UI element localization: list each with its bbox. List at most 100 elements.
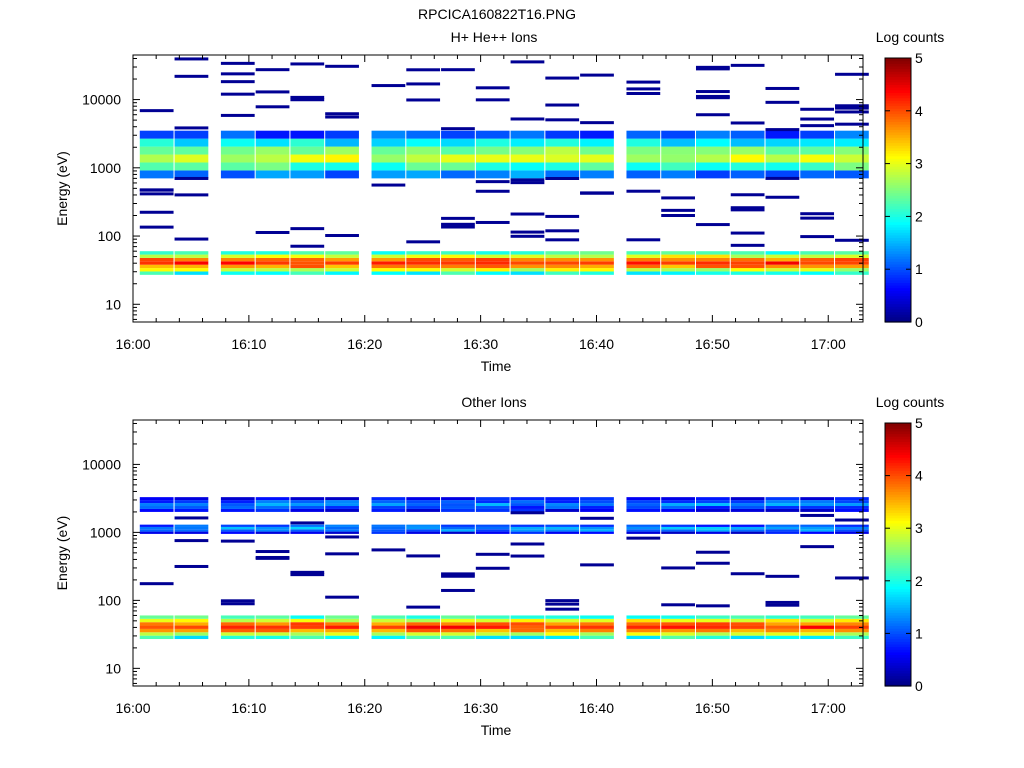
heatmap-cell	[661, 162, 695, 171]
heatmap-cell	[695, 271, 730, 275]
colorbar-segment	[885, 444, 911, 448]
heatmap-cell	[695, 170, 730, 179]
colorbar-segment	[885, 467, 911, 471]
colorbar-segment	[885, 303, 911, 307]
heatmap-cell	[174, 508, 209, 512]
heatmap-cell	[800, 503, 835, 507]
heatmap-cell	[835, 506, 869, 509]
heatmap-cell	[475, 251, 510, 255]
heatmap-cell	[406, 632, 441, 636]
colorbar-tick-label: 0	[915, 678, 923, 694]
heatmap-cell	[661, 625, 695, 629]
heatmap-cell	[220, 113, 255, 117]
colorbar-tick-label: 4	[915, 468, 923, 484]
heatmap-cell	[441, 264, 475, 269]
heatmap-cell	[475, 261, 510, 265]
heatmap-cell	[290, 615, 325, 619]
heatmap-cell	[220, 254, 255, 258]
heatmap-cell	[325, 154, 359, 163]
heatmap-cell	[730, 526, 765, 530]
heatmap-cell	[139, 138, 174, 147]
heatmap-cell	[800, 107, 835, 111]
heatmap-cell	[580, 508, 614, 512]
heatmap-cell	[695, 625, 730, 629]
heatmap-cell	[695, 503, 730, 507]
heatmap-cell	[765, 506, 800, 509]
colorbar-segment	[885, 446, 911, 450]
heatmap-cell	[220, 138, 255, 147]
y-tick-label: 10000	[82, 456, 121, 472]
heatmap-cell	[626, 497, 661, 501]
heatmap-cell	[765, 268, 800, 272]
heatmap-cell	[441, 635, 475, 640]
heatmap-cell	[730, 500, 765, 504]
heatmap-cell	[174, 539, 209, 543]
colorbar-label: Log counts	[876, 394, 945, 410]
heatmap-cell	[661, 271, 695, 275]
heatmap-cell	[765, 261, 800, 265]
heatmap-cell	[325, 506, 359, 509]
heatmap-cell	[220, 628, 255, 633]
heatmap-cell	[290, 506, 325, 509]
heatmap-cell	[139, 615, 174, 619]
colorbar-segment	[885, 277, 911, 281]
heatmap-cell	[765, 100, 800, 104]
colorbar-segment	[885, 105, 911, 109]
heatmap-cell	[475, 500, 510, 504]
heatmap-cell	[730, 506, 765, 509]
heatmap-cell	[626, 254, 661, 258]
heatmap-cell	[325, 170, 359, 179]
colorbar-segment	[885, 76, 911, 80]
colorbar-segment	[885, 131, 911, 136]
heatmap-cell	[695, 622, 730, 626]
heatmap-cell	[626, 506, 661, 509]
heatmap-cell	[626, 618, 661, 623]
colorbar-segment	[885, 300, 911, 305]
heatmap-cell	[325, 112, 359, 116]
heatmap-cell	[835, 529, 869, 532]
heatmap-cell	[325, 503, 359, 507]
heatmap-cell	[325, 500, 359, 504]
x-tick-label: 16:30	[463, 336, 498, 352]
heatmap-cell	[139, 257, 174, 262]
heatmap-cell	[174, 154, 209, 163]
heatmap-cell	[371, 531, 406, 534]
heatmap-cell	[510, 506, 545, 509]
heatmap-cell	[695, 268, 730, 272]
colorbar-tick-label: 1	[915, 261, 923, 277]
heatmap-cell	[139, 154, 174, 163]
colorbar-segment	[885, 137, 911, 141]
colorbar-segment	[885, 565, 911, 569]
heatmap-cell	[730, 243, 765, 247]
heatmap-cell	[661, 635, 695, 640]
heatmap-cell	[255, 628, 290, 633]
heatmap-cell	[580, 503, 614, 507]
y-axis-label: Energy (eV)	[54, 516, 70, 591]
heatmap-cell	[441, 254, 475, 258]
heatmap-cell	[765, 271, 800, 275]
heatmap-cell	[371, 268, 406, 272]
heatmap-cell	[174, 237, 209, 241]
heatmap-cell	[510, 625, 545, 629]
colorbar-segment	[885, 319, 911, 323]
heatmap-cell	[695, 497, 730, 501]
heatmap-cell	[835, 531, 869, 534]
heatmap-cell	[545, 632, 580, 636]
colorbar-segment	[885, 134, 911, 138]
heatmap-cell	[580, 497, 614, 501]
colorbar-segment	[885, 184, 911, 188]
heatmap-cell	[139, 268, 174, 272]
colorbar-segment	[885, 271, 911, 276]
heatmap-cell	[255, 130, 290, 139]
heatmap-cell	[371, 615, 406, 619]
x-tick-label: 17:00	[811, 700, 846, 716]
heatmap-cell	[765, 162, 800, 171]
heatmap-cell	[800, 524, 835, 527]
colorbar-segment	[885, 683, 911, 687]
heatmap-cell	[580, 73, 614, 77]
heatmap-cell	[325, 234, 359, 238]
heatmap-cell	[220, 170, 255, 179]
heatmap-cell	[255, 170, 290, 179]
heatmap-cell	[545, 146, 580, 155]
heatmap-cell	[510, 635, 545, 640]
